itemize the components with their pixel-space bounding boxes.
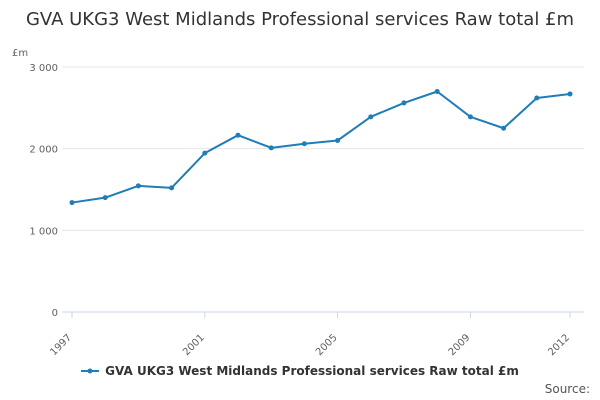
y-tick-labels: 0 1 000 2 000 3 000 bbox=[29, 63, 58, 319]
data-point bbox=[401, 100, 407, 106]
legend[interactable]: GVA UKG3 West Midlands Professional serv… bbox=[0, 364, 600, 378]
legend-swatch bbox=[81, 368, 100, 374]
data-point bbox=[534, 95, 540, 101]
y-axis-label: £m bbox=[12, 48, 28, 59]
legend-label: GVA UKG3 West Midlands Professional serv… bbox=[105, 364, 519, 378]
y-tick-label: 3 000 bbox=[29, 63, 58, 74]
data-point bbox=[169, 185, 175, 191]
x-tick-label: 2012 bbox=[546, 332, 572, 358]
data-point bbox=[368, 114, 374, 120]
y-tick-label: 2 000 bbox=[29, 145, 58, 156]
data-point bbox=[235, 132, 241, 138]
data-point bbox=[335, 138, 341, 143]
chart-title: GVA UKG3 West Midlands Professional serv… bbox=[25, 9, 575, 30]
data-point bbox=[467, 114, 473, 120]
series-line bbox=[71, 90, 571, 204]
x-tick-labels: 1997 2001 2005 2009 2012 bbox=[48, 332, 572, 358]
axes bbox=[62, 311, 584, 318]
x-tick-label: 1997 bbox=[48, 332, 74, 358]
data-point bbox=[567, 91, 573, 97]
series-group bbox=[69, 89, 573, 206]
data-point bbox=[202, 150, 208, 156]
y-tick-label: 0 bbox=[52, 308, 58, 319]
data-point bbox=[135, 183, 141, 189]
x-tick-label: 2001 bbox=[181, 332, 207, 358]
data-point bbox=[501, 125, 507, 131]
source-label: Source: bbox=[544, 382, 590, 396]
data-point bbox=[301, 141, 307, 147]
data-point bbox=[268, 145, 274, 151]
data-point bbox=[434, 89, 440, 94]
y-tick-label: 1 000 bbox=[29, 226, 58, 237]
gridlines bbox=[62, 66, 584, 231]
x-tick-label: 2009 bbox=[447, 332, 473, 358]
x-tick-label: 2005 bbox=[314, 332, 340, 358]
data-point bbox=[69, 200, 75, 206]
data-point bbox=[102, 195, 108, 201]
